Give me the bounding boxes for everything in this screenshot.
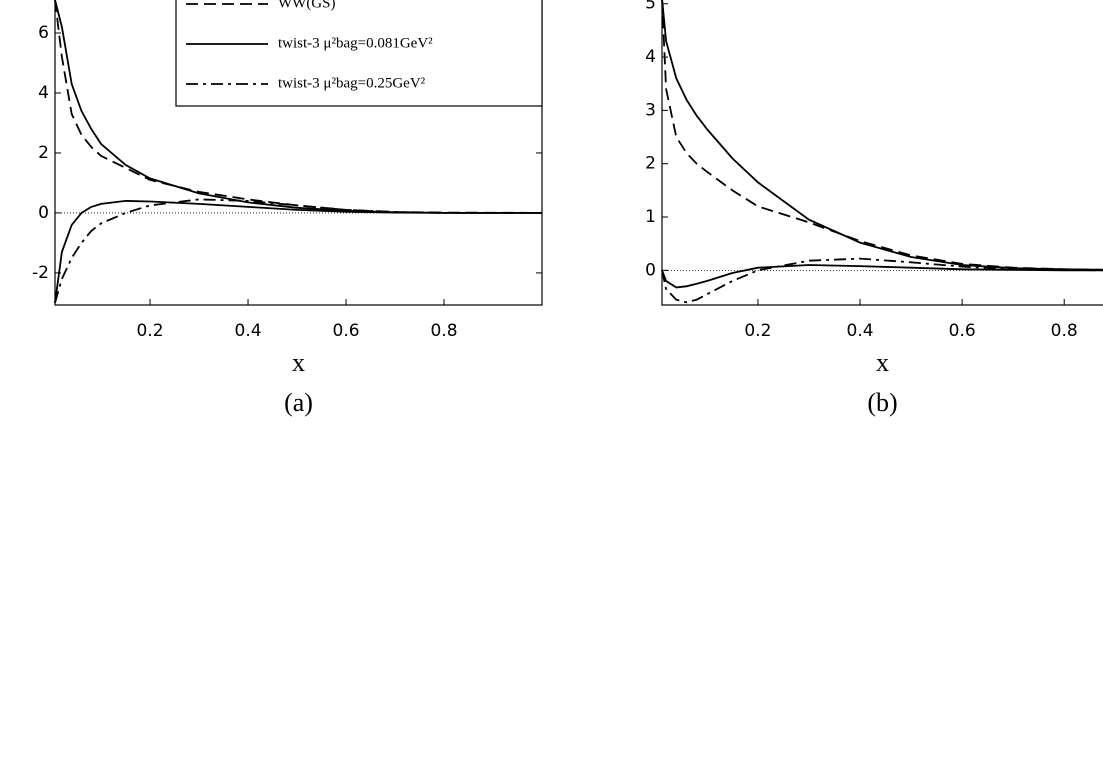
curve [54, 198, 542, 304]
legend-label: twist-3 μ²bag=0.081GeV² [278, 35, 433, 51]
y-tick-label: -2 [32, 263, 49, 283]
legend-label: twist-3 μ²bag=0.25GeV² [278, 75, 426, 91]
x-tick-label: 0.6 [333, 321, 360, 341]
y-tick-label: 0 [645, 260, 656, 280]
curve [661, 0, 1103, 271]
x-tick-label: 0.2 [744, 321, 771, 341]
x-tick-label: 0.8 [430, 321, 457, 341]
x-tick-label: 0.8 [1051, 321, 1078, 341]
x-tick-label: 0.4 [847, 321, 874, 341]
x-axis-label: x [876, 348, 889, 377]
x-tick-label: 0.2 [137, 321, 164, 341]
curve [661, 0, 1103, 271]
y-tick-label: 6 [38, 23, 49, 43]
y-tick-label: 4 [38, 83, 49, 103]
y-tick-label: 2 [645, 154, 656, 174]
y-tick-label: 0 [38, 203, 49, 223]
y-tick-label: 5 [645, 0, 656, 14]
y-tick-label: 4 [645, 47, 656, 67]
x-tick-label: 0.6 [949, 321, 976, 341]
x-axis-label: x [292, 348, 305, 377]
plot-frame [54, 0, 543, 306]
curve [54, 199, 542, 304]
legend-box [175, 0, 543, 107]
caption: (b) [867, 388, 897, 417]
y-tick-label: 3 [645, 100, 656, 120]
legend-label: WW(GS) [278, 0, 335, 11]
x-tick-label: 0.4 [235, 321, 262, 341]
caption: (a) [284, 388, 313, 417]
y-tick-label: 1 [645, 207, 656, 227]
plot-frame [661, 0, 1103, 306]
y-tick-label: 2 [38, 143, 49, 163]
curve [661, 257, 1103, 304]
curve [661, 264, 1103, 289]
